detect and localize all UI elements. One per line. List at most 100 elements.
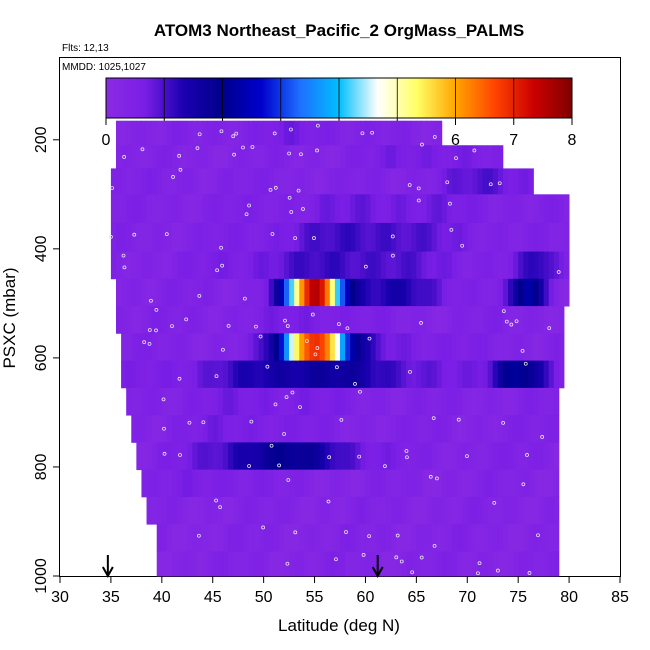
heatmap-cell <box>207 145 214 169</box>
sample-dot <box>162 426 166 431</box>
heatmap-cell <box>472 333 478 362</box>
heatmap-cell <box>416 194 422 224</box>
heatmap-cell <box>202 442 209 471</box>
heatmap-cell <box>421 387 427 416</box>
heatmap-cell <box>263 278 270 307</box>
heatmap-cell <box>258 194 265 224</box>
heatmap-cell <box>324 278 331 307</box>
heatmap-cell <box>314 360 321 389</box>
heatmap-cell <box>253 120 259 146</box>
heatmap-cell <box>263 251 270 280</box>
heatmap-cell <box>518 387 524 416</box>
sample-dot <box>298 405 302 410</box>
heatmap-cell <box>538 469 545 498</box>
heatmap-cell <box>146 194 153 224</box>
heatmap-cell <box>192 222 198 252</box>
heatmap-cell <box>406 222 412 252</box>
heatmap-cell <box>487 306 494 334</box>
sample-dot <box>147 341 152 346</box>
sample-dot <box>334 557 338 562</box>
heatmap-cell <box>314 524 321 552</box>
heatmap-cell <box>263 469 270 498</box>
heatmap-cell <box>365 251 371 280</box>
heatmap-cell <box>426 168 433 195</box>
heatmap-cell <box>426 222 433 252</box>
heatmap-cell <box>284 251 290 280</box>
heatmap-cell <box>197 415 203 443</box>
heatmap-cell <box>263 524 270 552</box>
heatmap-cell <box>340 387 346 416</box>
heatmap-cell <box>243 278 249 307</box>
heatmap-cell <box>146 168 153 195</box>
heatmap-cell <box>156 551 163 577</box>
heatmap-cell <box>385 120 392 146</box>
heatmap-cell <box>294 222 300 252</box>
heatmap-cell <box>309 333 315 362</box>
sample-dot <box>122 155 127 159</box>
heatmap-cell <box>406 524 412 552</box>
heatmap-cell <box>502 442 509 471</box>
heatmap-cell <box>217 469 224 498</box>
heatmap-cell <box>151 222 158 252</box>
heatmap-cell <box>513 333 519 362</box>
heatmap-cell <box>513 415 519 443</box>
heatmap-cell <box>492 415 499 443</box>
heatmap-cell <box>161 415 168 443</box>
heatmap-cell <box>340 306 346 334</box>
heatmap-cell <box>217 415 224 443</box>
heatmap-cell <box>365 168 371 195</box>
heatmap-cell <box>304 145 310 169</box>
heatmap-cell <box>166 120 173 146</box>
heatmap-cell <box>222 360 229 389</box>
heatmap-cell <box>528 333 534 362</box>
heatmap-cell <box>487 496 494 525</box>
heatmap-cell <box>487 251 494 280</box>
heatmap-cell <box>431 120 438 146</box>
heatmap-cell <box>380 415 387 443</box>
heatmap-cell <box>289 551 295 577</box>
heatmap-cell <box>375 194 382 224</box>
sample-dot <box>476 571 480 576</box>
sample-dot <box>265 364 270 369</box>
heatmap-cell <box>258 496 265 525</box>
heatmap-cell <box>273 360 280 389</box>
sample-dot <box>509 322 514 327</box>
heatmap-cell <box>263 415 270 443</box>
heatmap-cell <box>177 120 183 146</box>
heatmap-cell <box>355 333 361 362</box>
heatmap-cell <box>126 194 132 224</box>
heatmap-cell <box>390 524 397 552</box>
heatmap-cell <box>314 278 321 307</box>
heatmap-cell <box>248 168 254 195</box>
heatmap-cell <box>472 306 478 334</box>
heatmap-cell <box>553 222 560 252</box>
heatmap-cell <box>166 415 173 443</box>
heatmap-cell <box>217 306 224 334</box>
heatmap-cell <box>156 469 163 498</box>
heatmap-cell <box>390 360 397 389</box>
heatmap-cell <box>126 120 132 146</box>
sample-dot <box>361 553 366 557</box>
heatmap-cell <box>492 333 499 362</box>
heatmap-cell <box>314 415 321 443</box>
heatmap-cell <box>365 145 371 169</box>
heatmap-cell <box>564 251 570 280</box>
heatmap-cell <box>263 145 270 169</box>
heatmap-cell <box>273 222 280 252</box>
heatmap-cell <box>324 251 331 280</box>
heatmap-cell <box>452 306 458 334</box>
sample-dot <box>404 449 409 453</box>
heatmap-cell <box>396 145 402 169</box>
heatmap-cell <box>156 360 163 389</box>
heatmap-cell <box>350 168 356 195</box>
heatmap-cell <box>319 333 326 362</box>
heatmap-cell <box>355 551 361 577</box>
heatmap-cell <box>207 551 214 577</box>
heatmap-cell <box>487 222 494 252</box>
heatmap-cell <box>258 360 265 389</box>
colorbar-tick-label: 0 <box>102 132 111 149</box>
heatmap-cell <box>452 168 458 195</box>
heatmap-cell <box>553 524 560 552</box>
heatmap-cell <box>426 524 433 552</box>
heatmap-cell <box>258 306 265 334</box>
